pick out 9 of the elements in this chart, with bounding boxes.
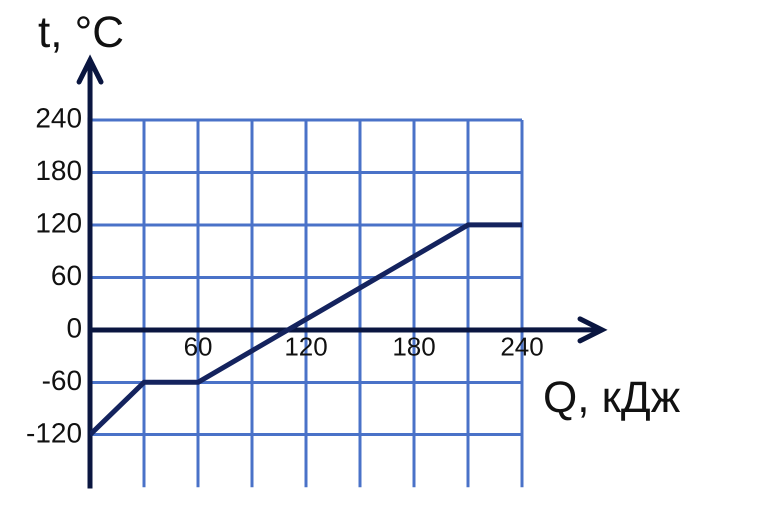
y-tick-label: 240 [35, 102, 82, 134]
y-axis-title: t, °C [38, 8, 124, 58]
y-tick-label: 0 [66, 312, 82, 344]
y-tick-label: 120 [35, 208, 82, 239]
y-tick-label: 180 [35, 155, 82, 186]
x-axis-title: Q, кДж [543, 373, 680, 423]
y-tick-label: -120 [26, 417, 82, 448]
y-tick-label: -60 [42, 365, 82, 396]
y-tick-label: 60 [50, 260, 82, 292]
